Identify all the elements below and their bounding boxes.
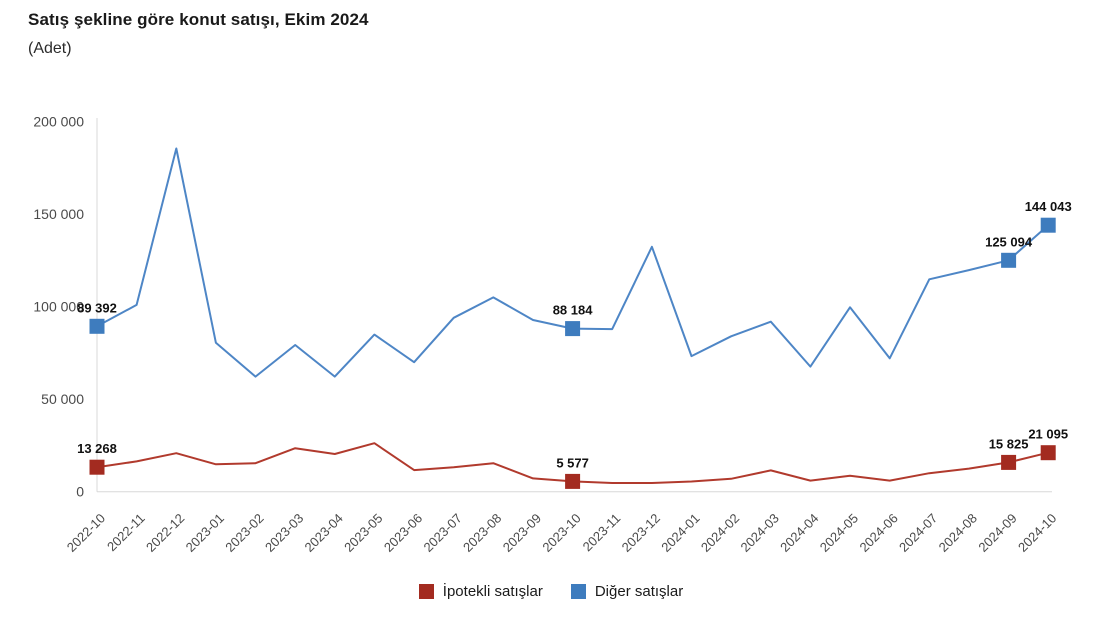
x-tick-label: 2023-11 xyxy=(580,511,624,555)
x-tick-label: 2022-12 xyxy=(143,511,187,555)
x-tick-label: 2023-08 xyxy=(460,511,504,555)
x-tick-label: 2023-01 xyxy=(183,511,227,555)
x-tick-label: 2023-02 xyxy=(222,511,266,555)
x-tick-label: 2024-06 xyxy=(856,511,900,555)
x-tick-label: 2024-03 xyxy=(738,511,782,555)
x-tick-label: 2023-06 xyxy=(381,511,425,555)
y-tick-label: 100 000 xyxy=(33,299,84,315)
legend-label: Diğer satışlar xyxy=(594,583,684,600)
y-tick-label: 0 xyxy=(76,484,84,500)
x-tick-label: 2023-05 xyxy=(341,511,385,555)
point-marker xyxy=(1001,252,1017,268)
x-tick-label: 2023-12 xyxy=(619,511,663,555)
legend-item: Diğer satışlar xyxy=(570,583,684,600)
x-tick-label: 2023-04 xyxy=(302,511,346,555)
legend-item: İpotekli satışlar xyxy=(418,583,543,600)
x-tick-label: 2024-07 xyxy=(896,511,940,555)
y-tick-label: 150 000 xyxy=(33,206,84,222)
axis-lines xyxy=(96,118,1052,493)
point-marker xyxy=(1040,445,1056,461)
legend-swatch xyxy=(418,584,434,599)
x-tick-label: 2022-11 xyxy=(104,511,148,555)
legend-swatch xyxy=(570,584,586,599)
x-tick-label: 2023-10 xyxy=(539,511,583,555)
point-label: 13 268 xyxy=(77,441,117,456)
point-label: 89 392 xyxy=(77,300,117,315)
point-marker xyxy=(565,321,581,337)
x-tick-label: 2024-04 xyxy=(777,511,821,555)
chart-title: Satış şekline göre konut satışı, Ekim 20… xyxy=(28,10,369,29)
y-tick-label: 200 000 xyxy=(33,114,84,130)
x-tick-label: 2024-01 xyxy=(658,511,702,555)
point-marker xyxy=(89,318,105,334)
legend: İpotekli satışlar Diğer satışlar xyxy=(0,583,1102,600)
point-marker xyxy=(565,473,581,489)
legend-label: İpotekli satışlar xyxy=(442,583,543,600)
point-label: 21 095 xyxy=(1028,427,1068,442)
x-tick-label: 2023-09 xyxy=(500,511,544,555)
x-tick-label: 2023-03 xyxy=(262,511,306,555)
x-tick-label: 2022-10 xyxy=(64,511,108,555)
x-tick-label: 2024-09 xyxy=(975,511,1019,555)
x-tick-label: 2024-05 xyxy=(817,511,861,555)
x-tick-label: 2024-02 xyxy=(698,511,742,555)
x-tick-label: 2024-08 xyxy=(936,511,980,555)
point-marker xyxy=(1001,454,1017,470)
x-tick-label: 2023-07 xyxy=(420,511,464,555)
point-label: 144 043 xyxy=(1025,199,1072,214)
point-label: 5 577 xyxy=(556,455,589,470)
point-label: 125 094 xyxy=(985,234,1033,249)
point-marker xyxy=(89,459,105,475)
x-tick-label: 2024-10 xyxy=(1015,511,1059,555)
point-label: 15 825 xyxy=(989,436,1029,451)
point-label: 88 184 xyxy=(553,303,594,318)
point-marker xyxy=(1040,217,1056,233)
y-tick-label: 50 000 xyxy=(41,391,84,407)
series-line xyxy=(96,147,1050,378)
chart-subtitle: (Adet) xyxy=(28,40,72,57)
